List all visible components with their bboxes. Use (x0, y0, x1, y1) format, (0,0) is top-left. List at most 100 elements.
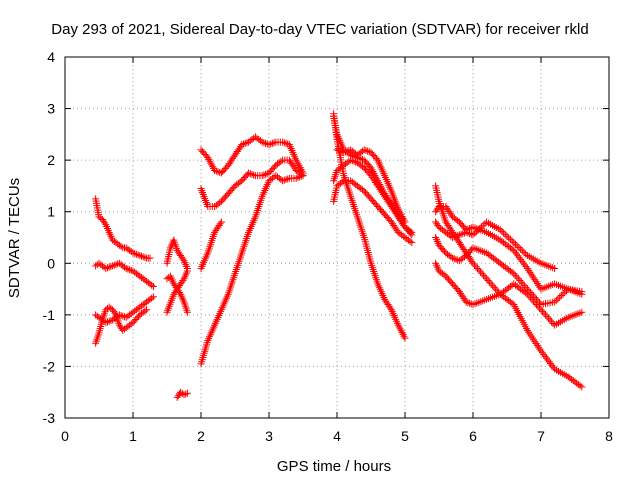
data-point (545, 314, 553, 322)
data-point (183, 308, 191, 316)
data-point (514, 275, 522, 283)
data-point (542, 311, 550, 319)
y-tick-label: 4 (47, 49, 55, 65)
data-point (519, 280, 527, 288)
data-point (127, 320, 135, 328)
data-point (461, 253, 468, 261)
data-point (513, 242, 521, 250)
data-point (149, 282, 157, 290)
data-point (364, 147, 372, 155)
data-point (539, 307, 547, 315)
data-point (492, 285, 500, 293)
data-point (240, 140, 247, 148)
data-point (131, 250, 139, 258)
data-point (359, 186, 366, 194)
data-point (179, 255, 187, 263)
data-point (134, 251, 142, 259)
data-point (484, 276, 492, 284)
data-point (342, 148, 349, 156)
data-point (547, 360, 555, 368)
data-point (450, 233, 458, 241)
data-point (347, 156, 355, 164)
data-point (338, 178, 346, 186)
data-point (217, 218, 225, 226)
data-point (520, 248, 528, 256)
data-point (559, 290, 567, 298)
data-point (340, 148, 348, 156)
data-point (538, 349, 546, 357)
data-point (183, 389, 191, 397)
plot-data (92, 110, 586, 401)
x-tick-label: 5 (401, 428, 409, 444)
data-point (452, 232, 460, 240)
data-point (357, 155, 365, 163)
data-point (510, 246, 518, 254)
data-point (268, 139, 276, 147)
data-point (464, 229, 472, 237)
data-point (548, 318, 556, 326)
data-point (517, 278, 525, 286)
data-point (525, 287, 533, 295)
data-point (117, 243, 125, 251)
data-point (434, 204, 442, 212)
data-point (457, 230, 465, 238)
data-point (532, 295, 540, 303)
data-point (282, 175, 290, 183)
data-point (245, 169, 253, 177)
data-point (576, 382, 584, 390)
data-point (510, 270, 518, 278)
data-point (469, 259, 477, 267)
x-tick-label: 3 (265, 428, 273, 444)
data-point (546, 316, 554, 324)
data-point (136, 252, 144, 260)
data-point (522, 263, 530, 271)
data-point (459, 230, 467, 238)
data-point (129, 249, 137, 257)
data-point (480, 271, 488, 279)
data-point (510, 239, 518, 247)
data-point (471, 229, 479, 237)
data-point (549, 363, 557, 371)
data-point (578, 383, 586, 391)
data-point (496, 226, 504, 234)
data-point (522, 250, 530, 258)
data-point (110, 261, 118, 269)
data-point (522, 283, 530, 291)
data-point (216, 220, 224, 228)
data-point (449, 254, 457, 262)
data-point (535, 299, 543, 307)
data-point (515, 243, 523, 251)
data-point (545, 358, 553, 366)
data-point (455, 231, 463, 239)
data-point (511, 248, 519, 256)
data-point (333, 146, 341, 154)
data-point (248, 170, 256, 178)
data-point (518, 257, 526, 265)
data-point (277, 157, 285, 165)
data-point (138, 252, 145, 260)
data-point (454, 232, 462, 240)
data-point (111, 309, 119, 317)
x-tick-label: 0 (61, 428, 69, 444)
data-point (449, 234, 457, 241)
data-point (556, 293, 564, 301)
data-point (101, 219, 109, 227)
data-point (280, 176, 288, 184)
y-tick-label: 2 (47, 152, 55, 168)
data-point (270, 163, 278, 171)
series-I (197, 172, 307, 368)
data-point (517, 245, 525, 253)
data-point (551, 264, 559, 272)
data-point (104, 264, 111, 272)
y-tick-label: 3 (47, 101, 55, 117)
data-point (469, 231, 477, 239)
data-point (262, 139, 270, 147)
data-point (360, 146, 368, 154)
series-J (197, 156, 307, 211)
data-point (148, 281, 156, 289)
data-point (440, 247, 448, 255)
data-point (541, 352, 549, 360)
data-point (134, 312, 142, 320)
data-point (464, 299, 472, 307)
data-point (512, 240, 519, 248)
